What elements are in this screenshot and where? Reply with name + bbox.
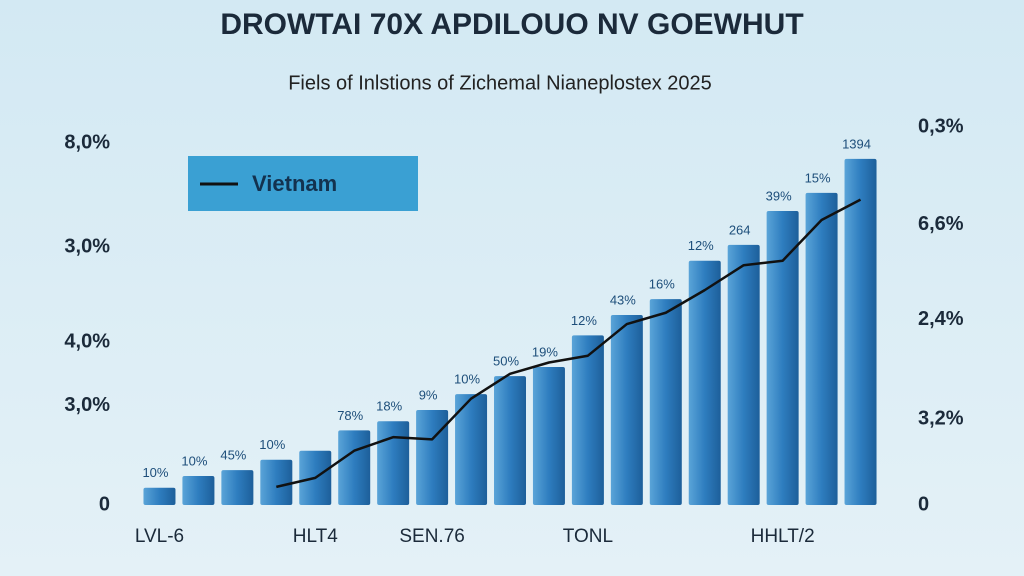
value-label: 10% bbox=[454, 372, 480, 387]
value-label: 78% bbox=[337, 408, 363, 423]
value-label: 39% bbox=[766, 188, 792, 203]
y2-tick-label: 0,3% bbox=[918, 116, 964, 138]
bar bbox=[221, 470, 254, 505]
value-label: 1394 bbox=[842, 136, 871, 151]
value-label: 9% bbox=[419, 387, 438, 402]
chart-title: DROWTAI 70X APDILOUO NV GOEWHUT bbox=[220, 8, 803, 41]
bar bbox=[182, 476, 215, 505]
x-tick-label: SEN.76 bbox=[399, 526, 464, 547]
y-tick-label: 0 bbox=[99, 493, 110, 515]
value-label: 15% bbox=[805, 170, 831, 185]
value-label: 264 bbox=[729, 222, 751, 237]
bar bbox=[494, 376, 526, 505]
y2-tick-label: 2,4% bbox=[918, 308, 964, 330]
chart-subtitle: Fiels of Inlstions of Zichemal Nianeplos… bbox=[288, 72, 712, 94]
bar bbox=[143, 487, 176, 505]
bar bbox=[727, 244, 760, 505]
legend: Vietnam bbox=[188, 156, 418, 211]
bar bbox=[649, 299, 682, 505]
value-label: 16% bbox=[649, 277, 675, 292]
bar bbox=[416, 410, 449, 505]
y-tick-label: 3,0% bbox=[64, 235, 110, 257]
x-tick-label: TONL bbox=[563, 526, 613, 547]
bar bbox=[260, 459, 293, 505]
line bbox=[276, 198, 862, 489]
value-label: 12% bbox=[571, 313, 597, 328]
value-label: 50% bbox=[493, 354, 519, 369]
x-tick-label: LVL-6 bbox=[135, 526, 184, 547]
value-label: 43% bbox=[610, 292, 636, 307]
y2-tick-label: 0 bbox=[918, 493, 929, 515]
bar bbox=[688, 260, 721, 505]
value-label: 10% bbox=[142, 465, 168, 480]
bar bbox=[805, 192, 838, 505]
value-label: 12% bbox=[688, 238, 714, 253]
bar bbox=[610, 315, 643, 505]
value-label: 19% bbox=[532, 344, 558, 359]
x-tick-label: HHLT/2 bbox=[751, 526, 815, 547]
value-label: 10% bbox=[181, 453, 207, 468]
bar bbox=[532, 367, 565, 505]
bar bbox=[844, 158, 877, 505]
bar bbox=[571, 335, 604, 505]
y-tick-label: 4,0% bbox=[64, 330, 110, 352]
y-tick-label: 8,0% bbox=[64, 131, 110, 153]
value-label: 10% bbox=[259, 437, 285, 452]
bar bbox=[455, 394, 488, 505]
legend-label: Vietnam bbox=[252, 171, 337, 196]
bar bbox=[338, 430, 371, 505]
bar bbox=[766, 210, 799, 505]
bar bbox=[377, 421, 410, 505]
y-tick-label: 3,0% bbox=[64, 394, 110, 416]
value-label: 18% bbox=[376, 399, 402, 414]
y2-tick-label: 6,6% bbox=[918, 213, 964, 235]
value-label: 45% bbox=[220, 448, 246, 463]
x-tick-label: HLT4 bbox=[293, 526, 338, 547]
y2-tick-label: 3,2% bbox=[918, 407, 964, 429]
